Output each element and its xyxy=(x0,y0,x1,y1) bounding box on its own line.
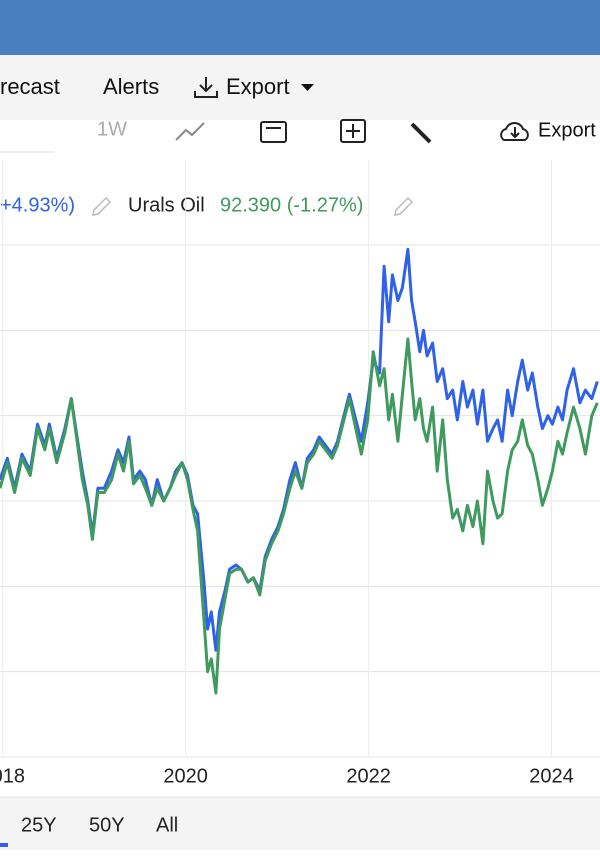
series-line xyxy=(0,247,599,652)
cloud-icon[interactable] xyxy=(500,122,529,141)
wrench-icon[interactable] xyxy=(410,122,432,144)
x-tick-label: 2018 xyxy=(0,765,25,787)
x-tick-label: 2024 xyxy=(529,765,574,787)
edit-icon[interactable] xyxy=(92,196,112,216)
toolbar-item[interactable]: 1W xyxy=(97,118,127,140)
selected-indicator xyxy=(0,843,8,847)
nav-item[interactable]: Export xyxy=(226,74,290,99)
range-button[interactable]: All xyxy=(156,814,178,836)
nav-item[interactable]: Alerts xyxy=(103,74,159,99)
legend-value: 92.390 (-1.27%) xyxy=(220,194,363,216)
series-line xyxy=(0,337,599,695)
legend-change: +4.93%) xyxy=(0,194,75,216)
range-button[interactable]: 25Y xyxy=(21,814,57,836)
top-bar xyxy=(0,0,600,55)
plot: 2018 2020 2022 2024 xyxy=(0,160,600,787)
toolbar-item[interactable]: Export xyxy=(538,119,596,141)
x-tick-label: 2022 xyxy=(346,765,391,787)
x-tick-label: 2020 xyxy=(163,765,208,787)
nav-item[interactable]: recast xyxy=(0,74,60,99)
range-bar xyxy=(0,797,600,850)
range-button[interactable]: 50Y xyxy=(89,814,125,836)
line-icon[interactable] xyxy=(175,122,205,141)
edit-icon[interactable] xyxy=(394,196,414,216)
nav-bar xyxy=(0,55,600,120)
add-icon[interactable] xyxy=(340,119,366,143)
legend-name: Urals Oil xyxy=(128,194,205,216)
download-icon xyxy=(194,77,218,98)
calendar-icon[interactable] xyxy=(260,121,287,143)
dropdown-caret xyxy=(301,84,314,91)
